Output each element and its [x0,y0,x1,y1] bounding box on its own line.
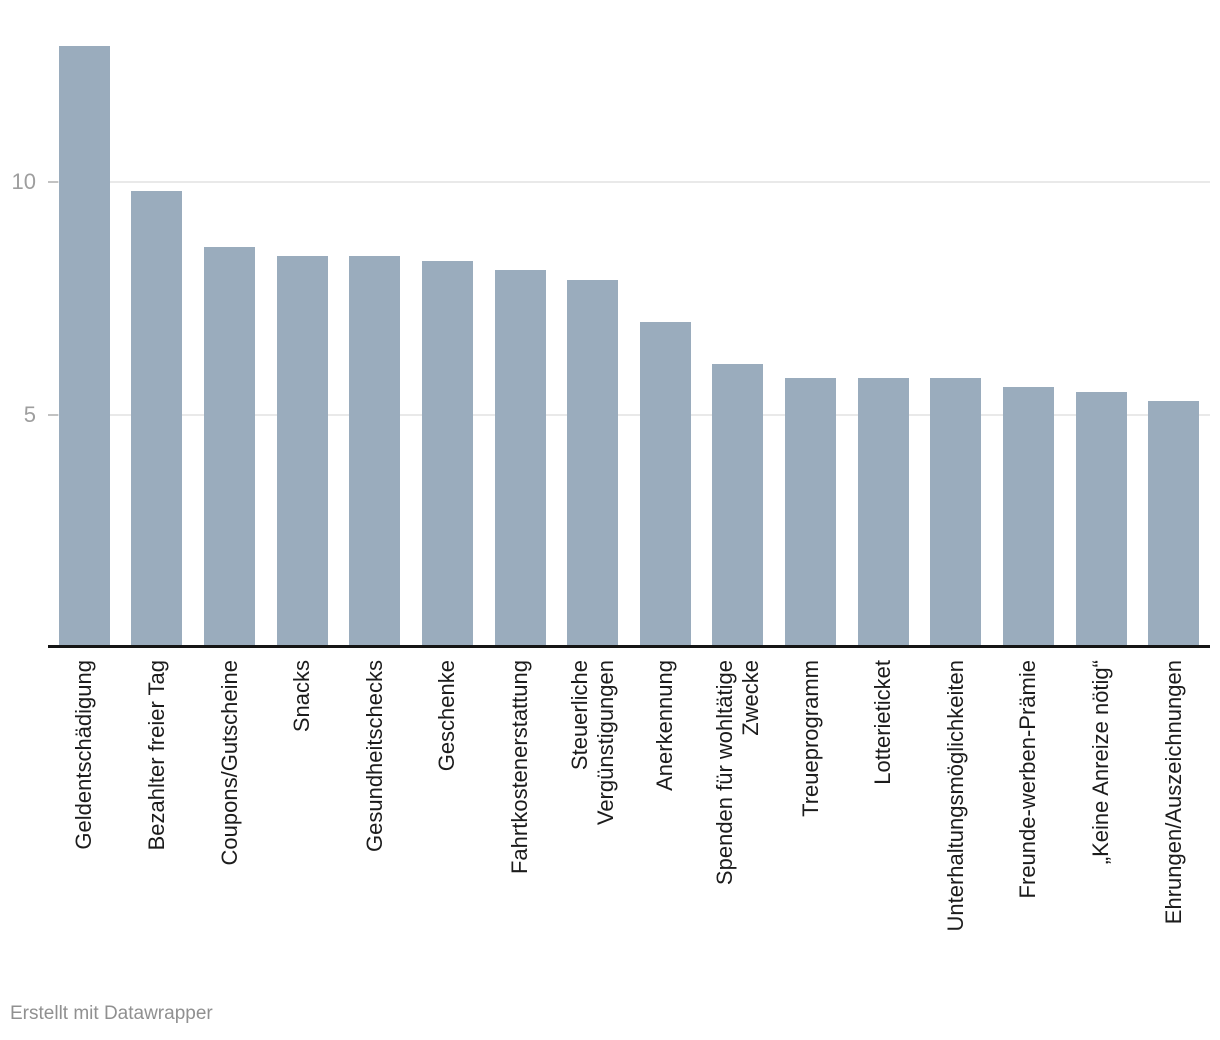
category-label: Freunde-werben-Prämie [1015,660,1041,980]
bar [204,246,256,648]
category-label-line: Geldentschädigung [71,660,97,850]
x-axis-line [48,645,1210,648]
category-label-line: Unterhaltungsmöglichkeiten [942,660,968,932]
category-label-line: Ehrungen/Auszeichnungen [1160,660,1186,925]
bar [785,377,837,648]
category-label: Fahrtkostenerstattung [507,660,533,980]
category-label: „Keine Anreize nötig“ [1088,660,1114,980]
bar [276,256,328,648]
category-label-line: Coupons/Gutscheine [216,660,242,866]
category-label-line: Zwecke [737,660,763,736]
bar [1002,386,1054,648]
category-label-line: Vergünstigungen [592,660,618,826]
bar [1148,400,1200,648]
attribution: Erstellt mit Datawrapper [10,1003,213,1024]
category-label-line: Lotterieticket [870,660,896,785]
bar [639,321,691,648]
category-label: Bezahlter freier Tag [144,660,170,980]
bar [494,270,546,648]
category-label-line: Steuerliche [566,660,592,771]
gridline [48,413,1210,416]
bar [712,363,764,648]
category-label: Snacks [289,660,315,980]
y-tick-label: 10 [11,168,36,194]
y-tick-label: 5 [23,401,36,427]
bar [58,46,110,648]
bar [131,191,183,648]
category-label: Anerkennung [652,660,678,980]
category-label-line: Spenden für wohltätige [711,660,737,886]
category-label: Ehrungen/Auszeichnungen [1161,660,1187,980]
category-label-line: Snacks [289,660,315,733]
bar [567,279,619,648]
category-label-line: Freunde-werben-Prämie [1015,660,1041,899]
category-label-line: Treueprogramm [797,660,823,817]
category-label: Gesundheitschecks [362,660,388,980]
category-label-line: Fahrtkostenerstattung [507,660,533,875]
category-label: Geldentschädigung [71,660,97,980]
category-label-line: „Keine Anreize nötig“ [1088,660,1114,865]
category-label-line: Bezahlter freier Tag [143,660,169,851]
category-label: Geschenke [434,660,460,980]
category-label-line: Geschenke [434,660,460,772]
gridline [48,180,1210,183]
category-label: Treueprogramm [798,660,824,980]
bar [857,377,909,648]
category-label: Lotterieticket [870,660,896,980]
bar [930,377,982,648]
category-label: Unterhaltungsmöglichkeiten [943,660,969,980]
bar [421,260,473,648]
y-tick-mark [48,413,58,416]
category-label-line: Gesundheitschecks [361,660,387,852]
category-label: Steuerliche Vergünstigungen [567,660,619,980]
category-label-line: Anerkennung [652,660,678,791]
category-label: Spenden für wohltätige Zwecke [712,660,764,980]
bar [1075,391,1127,648]
category-label: Coupons/Gutscheine [217,660,243,980]
y-tick-mark [48,180,58,183]
bar [349,256,401,648]
